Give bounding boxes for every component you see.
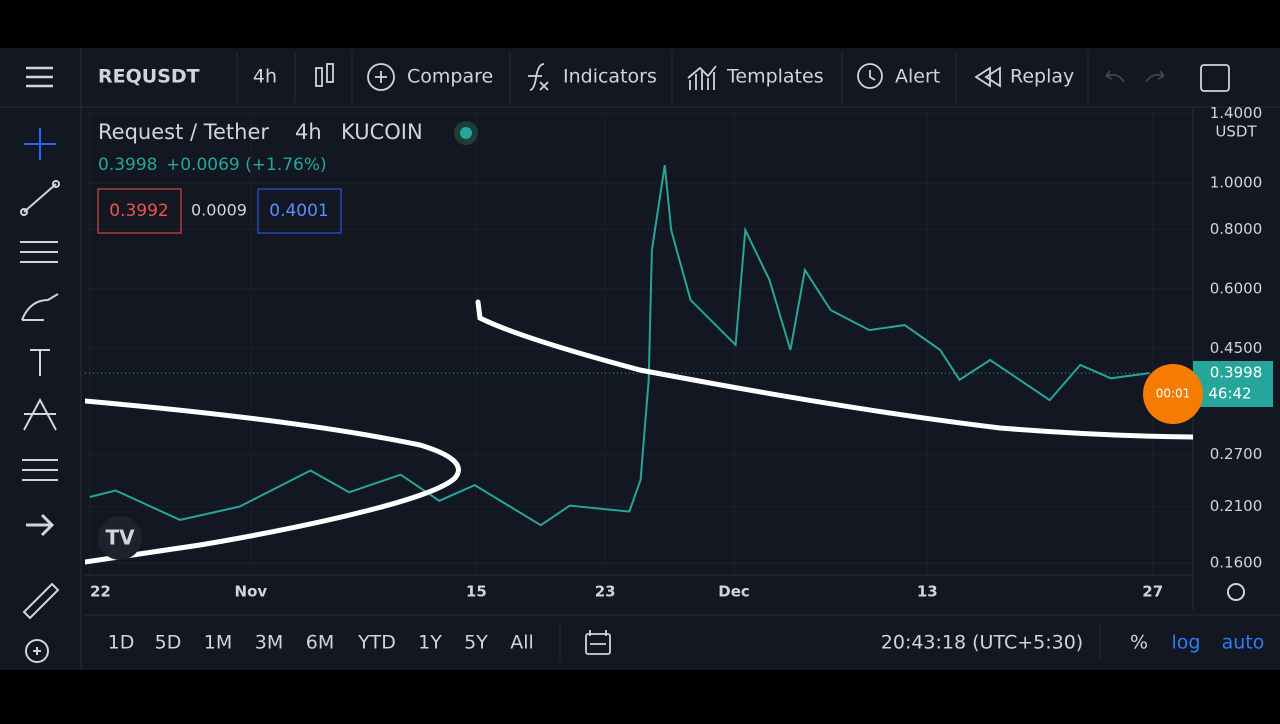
- price-line: [89, 165, 1150, 527]
- range-button[interactable]: 1Y: [418, 632, 442, 654]
- symbol[interactable]: REQUSDT: [98, 66, 200, 88]
- range-button[interactable]: YTD: [357, 632, 396, 654]
- interval[interactable]: 4h: [253, 66, 277, 88]
- y-tick-label: 0.2100: [1210, 497, 1263, 515]
- y-tick-label: 1.0000: [1210, 174, 1263, 192]
- x-tick-label: 15: [466, 583, 487, 601]
- range-button[interactable]: 3M: [255, 632, 283, 654]
- user-drawing: [85, 299, 1193, 565]
- logo: TV: [105, 526, 135, 550]
- bid[interactable]: 0.3992: [109, 201, 168, 221]
- status-dot: [460, 127, 472, 139]
- toolbar-button[interactable]: Templates: [726, 66, 824, 88]
- floating-bubble[interactable]: [1143, 364, 1203, 424]
- range-button[interactable]: All: [510, 632, 534, 654]
- app: [0, 48, 1280, 670]
- date-range-icon[interactable]: [585, 630, 611, 655]
- legend-title: Request / Tether: [98, 120, 269, 144]
- range-button[interactable]: 1M: [204, 632, 232, 654]
- toolbar-icons: [315, 63, 1230, 92]
- range-button[interactable]: 6M: [306, 632, 334, 654]
- grid: 0.1600 0.2100 0.2700 0.4500 0.6000 0.8000 1.00…: [85, 104, 1262, 601]
- y-tick-label: 0.4500: [1210, 339, 1263, 357]
- legend-last: 0.3998: [98, 155, 157, 175]
- x-tick-label: 23: [595, 583, 616, 601]
- y-tick-label: 0.6000: [1210, 279, 1263, 297]
- menu-button[interactable]: [26, 66, 53, 88]
- x-tick-label: Dec: [718, 583, 750, 601]
- toolbar-button[interactable]: Indicators: [563, 66, 657, 88]
- logo: [98, 516, 142, 560]
- range-button[interactable]: 5D: [155, 632, 182, 654]
- currency: USDT: [1215, 123, 1257, 141]
- bubble-text[interactable]: 00:01: [1156, 387, 1191, 401]
- ask-box[interactable]: [257, 188, 342, 234]
- x-tick-label: 13: [917, 583, 938, 601]
- legend-exchange: KUCOIN: [341, 120, 423, 144]
- spread: 0.0009: [191, 201, 247, 220]
- ask[interactable]: 0.4001: [269, 201, 328, 221]
- last-price-tag: [1193, 361, 1273, 407]
- legend-interval: 4h: [295, 120, 322, 144]
- toolbar-button[interactable]: Replay: [1010, 66, 1074, 88]
- toolbar-separators: [0, 48, 1280, 670]
- range-button[interactable]: 1D: [108, 632, 135, 654]
- y-tick-label: 1.4000: [1210, 104, 1263, 122]
- countdown: 46:42: [1208, 385, 1251, 403]
- undo-redo[interactable]: [1105, 70, 1165, 83]
- toolbar-button[interactable]: Alert: [895, 66, 940, 88]
- toolbar-button[interactable]: Compare: [407, 66, 493, 88]
- bottom-bar: 1D 5D 1M 3M 6M YTD 1Y 5Y All% log auto: [108, 632, 1265, 654]
- bid-box[interactable]: [97, 188, 182, 234]
- x-tick-label: Nov: [235, 583, 268, 601]
- y-tick-label: 0.2700: [1210, 445, 1263, 463]
- last-price-label: 0.3998: [1210, 364, 1263, 382]
- y-tick-label: 0.8000: [1210, 220, 1263, 238]
- x-tick-label: 22: [90, 583, 111, 601]
- legend-change: +0.0069 (+1.76%): [166, 155, 327, 175]
- scale-option[interactable]: log: [1172, 632, 1201, 654]
- settings[interactable]: [1227, 583, 1245, 601]
- drawing-tools[interactable]: [20, 128, 60, 663]
- scale-option[interactable]: auto: [1222, 632, 1265, 654]
- range-button[interactable]: 5Y: [464, 632, 488, 654]
- scale-option[interactable]: %: [1130, 632, 1148, 654]
- plot-area: [85, 165, 1193, 527]
- clock: 20:43:18 (UTC+5:30): [881, 632, 1083, 654]
- x-tick-label: 27: [1142, 583, 1163, 601]
- y-tick-label: 0.1600: [1210, 553, 1263, 571]
